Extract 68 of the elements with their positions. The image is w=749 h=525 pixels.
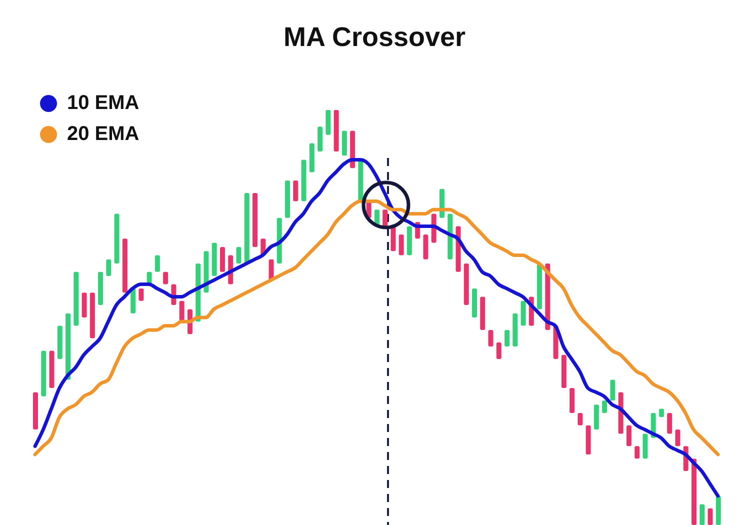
candlestick: [423, 234, 428, 260]
candlestick: [634, 446, 640, 459]
candlestick: [406, 226, 412, 256]
candlestick: [398, 234, 404, 256]
candlestick: [642, 434, 648, 459]
candlestick: [33, 392, 38, 430]
candlestick: [480, 296, 486, 330]
candlestick: [716, 496, 721, 525]
candlestick: [602, 400, 608, 413]
candlestick: [504, 330, 510, 347]
candlestick: [212, 242, 217, 276]
candlestick: [326, 110, 331, 135]
legend-label: 10 EMA: [67, 92, 140, 115]
candlestick: [301, 160, 306, 202]
candlestick: [252, 193, 258, 247]
candlestick: [318, 126, 323, 152]
candlestick: [520, 300, 526, 326]
candlestick: [512, 313, 518, 347]
candlestick: [236, 246, 242, 264]
candlestick: [114, 214, 120, 264]
candlestick: [334, 110, 339, 152]
candlestick: [382, 210, 388, 226]
candlestick: [276, 218, 282, 264]
candlestick: [448, 214, 453, 260]
candlestick: [700, 504, 705, 525]
candlestick: [244, 193, 250, 264]
candlestick: [537, 264, 542, 310]
candlestick: [41, 350, 46, 396]
legend-label: 20 EMA: [67, 123, 140, 146]
candlestick: [578, 412, 583, 426]
candlestick: [610, 380, 616, 400]
candlestick: [496, 342, 502, 359]
candlestick: [472, 288, 477, 318]
candlestick: [49, 350, 54, 388]
candlestick: [675, 430, 680, 446]
candlestick: [74, 272, 79, 326]
candlestick: [98, 272, 104, 306]
candlestick: [561, 354, 566, 388]
candlestick: [667, 412, 672, 434]
candlestick: [390, 226, 396, 252]
candlestick: [309, 143, 314, 172]
candlestick: [594, 404, 599, 430]
candlestick: [658, 408, 664, 418]
candlestick: [570, 388, 575, 413]
candlestick: [179, 300, 184, 322]
candlestick: [204, 251, 209, 293]
candlestick: [90, 292, 95, 338]
candlestick: [130, 288, 136, 314]
candlestick: [293, 180, 298, 202]
chart-title: MA Crossover: [282, 22, 467, 53]
candlestick: [138, 288, 144, 301]
candlestick: [82, 292, 87, 318]
candlestick: [586, 425, 591, 454]
candlestick: [464, 264, 469, 306]
candlestick: [163, 272, 168, 284]
candlestick: [66, 313, 71, 380]
candlestick: [122, 238, 128, 293]
candlestick: [106, 259, 112, 276]
candlestick: [57, 326, 62, 359]
candlestick: [285, 180, 290, 218]
candlestick: [708, 508, 713, 525]
candlestick: [220, 246, 225, 272]
candlestick: [691, 458, 696, 525]
candlestick: [358, 160, 364, 202]
candlestick: [154, 255, 160, 272]
candlestick: [488, 330, 494, 347]
candlestick: [342, 130, 347, 156]
candlestick: [626, 425, 632, 446]
